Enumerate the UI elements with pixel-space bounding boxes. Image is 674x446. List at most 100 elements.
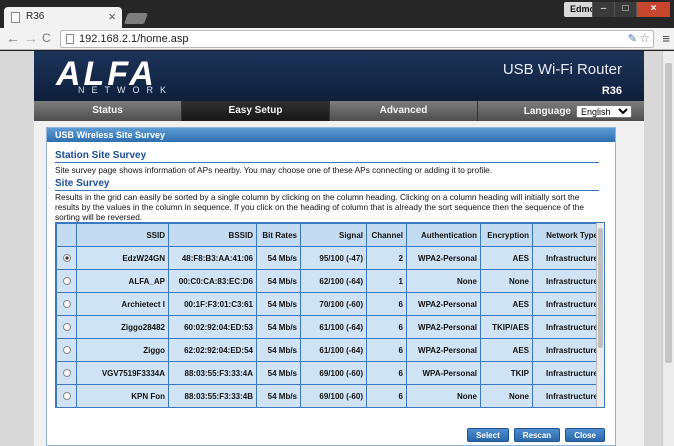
table-row[interactable]: Ziggo 62:02:92:04:ED:54 54 Mb/s 61/100 (-64… — [56, 338, 602, 362]
column-header-network-type[interactable]: Network Type — [532, 223, 602, 247]
tab-close-icon[interactable]: × — [108, 9, 116, 24]
bookmark-star-icon[interactable]: ☆ — [639, 31, 650, 45]
cell-network-type: Infrastructure — [532, 361, 602, 385]
minimize-button[interactable]: – — [592, 2, 614, 17]
grid-scrollbar-thumb[interactable] — [598, 228, 603, 348]
address-bar[interactable]: 192.168.2.1/home.asp ✎ ☆ — [60, 30, 654, 48]
cell-ssid: VGV7519F3334A — [76, 361, 169, 385]
table-row[interactable]: Archietect I 00:1F:F3:01:C3:61 54 Mb/s 70/1… — [56, 292, 602, 316]
column-header-select[interactable] — [56, 223, 77, 247]
maximize-button[interactable]: □ — [614, 2, 636, 17]
cell-authentication: WPA2-Personal — [406, 292, 481, 316]
row-radio[interactable] — [62, 277, 71, 286]
row-radio[interactable] — [62, 346, 71, 355]
brand-logo: ALFA — [56, 55, 157, 93]
table-header-row: SSID BSSID Bit Rates Signal Channel Auth… — [56, 223, 602, 247]
table-row[interactable]: AeAcLnv68:A8:6D:5C:CF:2F54 Mb/s61/100 (-… — [57, 408, 602, 409]
cell-bit-rate: 54 Mb/s — [256, 315, 301, 339]
cell-bssid: 88:03:55:F3:33:4B — [168, 384, 257, 407]
reload-button[interactable]: C — [42, 31, 51, 45]
survey-description: Results in the grid can easily be sorted… — [55, 192, 585, 222]
page-scrollbar[interactable] — [662, 51, 674, 446]
tab-status[interactable]: Status — [34, 101, 182, 121]
row-radio[interactable] — [62, 392, 71, 401]
rescan-button[interactable]: Rescan — [513, 428, 561, 442]
tab-advanced[interactable]: Advanced — [330, 101, 478, 121]
cell-bit-rate: 54 Mb/s — [256, 384, 301, 407]
window-close-button[interactable]: × — [636, 2, 670, 17]
table-row[interactable]: ALFA_AP 00:C0:CA:83:EC:D6 54 Mb/s 62/100 (-… — [56, 269, 602, 293]
cell-network-type: Infrastructure — [532, 269, 602, 293]
cell-authentication: WPA2-Personal — [407, 408, 481, 409]
page-scrollbar-thumb[interactable] — [665, 63, 672, 363]
window-controls: – □ × — [592, 2, 670, 17]
row-radio[interactable] — [62, 369, 71, 378]
cell-authentication: WPA2-Personal — [406, 338, 481, 362]
cell-channel: 6 — [367, 408, 407, 409]
tab-easy-setup[interactable]: Easy Setup — [182, 101, 330, 121]
table-row[interactable]: EdzW24GN 48:F8:B3:AA:41:06 54 Mb/s 95/100 (… — [56, 246, 602, 270]
panel-title: USB Wireless Site Survey — [47, 128, 615, 142]
cell-bit-rate: 54 Mb/s — [256, 246, 301, 270]
page-info-icon[interactable] — [66, 34, 74, 44]
column-header-channel[interactable]: Channel — [366, 223, 407, 247]
cell-signal: 95/100 (-47) — [300, 246, 367, 270]
cell-channel: 6 — [366, 384, 407, 407]
table-row[interactable]: VGV7519F3334A 88:03:55:F3:33:4A 54 Mb/s 69/… — [56, 361, 602, 385]
language-select[interactable]: English — [576, 104, 632, 118]
row-select-cell — [56, 269, 77, 293]
cell-ssid: KPN Fon — [76, 384, 169, 407]
cell-authentication: WPA-Personal — [406, 361, 481, 385]
cell-network-type: Infrastructure — [532, 384, 602, 407]
row-radio[interactable] — [62, 300, 71, 309]
cell-bit-rate: 54 Mb/s — [256, 292, 301, 316]
column-header-encryption[interactable]: Encryption — [480, 223, 533, 247]
cell-bssid: 48:F8:B3:AA:41:06 — [168, 246, 257, 270]
close-button[interactable]: Close — [565, 428, 605, 442]
column-header-bit-rates[interactable]: Bit Rates — [256, 223, 301, 247]
cell-encryption: AES — [480, 292, 533, 316]
cell-network-type: Infrastructure — [532, 246, 602, 270]
row-select-cell — [56, 338, 77, 362]
site-survey-grid: SSID BSSID Bit Rates Signal Channel Auth… — [55, 222, 605, 408]
new-tab-button[interactable] — [123, 13, 149, 24]
router-ui: ALFA NETWORK USB Wi-Fi Router R36 Status… — [34, 51, 644, 446]
column-header-ssid[interactable]: SSID — [76, 223, 169, 247]
cell-signal: 70/100 (-60) — [300, 292, 367, 316]
column-header-authentication[interactable]: Authentication — [406, 223, 481, 247]
cell-encryption: AES — [480, 246, 533, 270]
main-navbar: Status Easy Setup Advanced Language Engl… — [34, 101, 644, 121]
row-select-cell — [56, 315, 77, 339]
forward-button[interactable]: → — [24, 30, 38, 46]
cell-ssid: Archietect I — [76, 292, 169, 316]
cell-bit-rate: 54 Mb/s — [256, 338, 301, 362]
table-row[interactable]: KPN Fon 88:03:55:F3:33:4B 54 Mb/s 69/100 (-… — [56, 384, 602, 407]
cell-encryption: AES — [481, 408, 533, 409]
row-select-cell — [56, 384, 77, 407]
table-row[interactable]: Ziggo28482 60:02:92:04:ED:53 54 Mb/s 61/100… — [56, 315, 602, 339]
address-url[interactable]: 192.168.2.1/home.asp — [79, 33, 189, 45]
cell-channel: 6 — [366, 338, 407, 362]
row-radio[interactable] — [62, 254, 71, 263]
row-select-cell — [56, 246, 77, 270]
cell-signal: 62/100 (-64) — [300, 269, 367, 293]
action-buttons: Select Rescan Close — [467, 428, 605, 442]
cell-ssid: ALFA_AP — [76, 269, 169, 293]
browser-tab[interactable]: R36 × — [4, 7, 122, 28]
select-button[interactable]: Select — [467, 428, 509, 442]
extension-icon[interactable]: ✎ — [627, 33, 637, 45]
browser-menu-icon[interactable]: ≡ — [662, 31, 670, 46]
cell-bssid: 88:03:55:F3:33:4A — [168, 361, 257, 385]
cell-bssid: 00:1F:F3:01:C3:61 — [168, 292, 257, 316]
column-header-bssid[interactable]: BSSID — [168, 223, 257, 247]
cell-encryption: None — [480, 384, 533, 407]
cell-signal: 69/100 (-60) — [300, 384, 367, 407]
cell-network-type: Infrastructure — [532, 292, 602, 316]
back-button[interactable]: ← — [6, 30, 20, 46]
cell-ssid: Ziggo — [76, 338, 169, 362]
row-radio[interactable] — [62, 323, 71, 332]
cell-authentication: None — [406, 269, 481, 293]
cell-signal: 61/100 (-64) — [301, 408, 367, 409]
column-header-signal[interactable]: Signal — [300, 223, 367, 247]
grid-scrollbar[interactable] — [596, 223, 604, 407]
